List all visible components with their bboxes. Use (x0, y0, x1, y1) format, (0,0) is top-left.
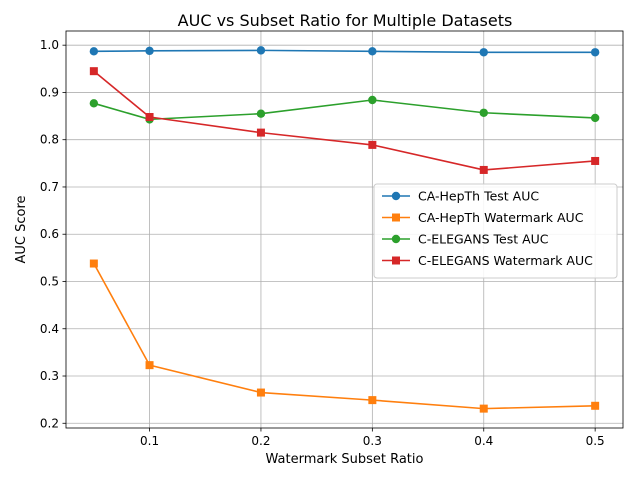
data-point (89, 99, 99, 108)
y-tick-label: 0.6 (40, 227, 59, 241)
data-point (256, 109, 266, 118)
data-point (145, 113, 154, 122)
legend: CA-HepTh Test AUC CA-HepTh Watermark AUC C… (373, 183, 618, 279)
data-point (145, 46, 154, 56)
y-tick-label: 0.7 (40, 180, 59, 194)
data-point (368, 140, 377, 149)
data-point (256, 46, 266, 55)
legend-marker (391, 191, 401, 201)
legend-marker (392, 213, 400, 222)
legend-item: C-ELEGANS Watermark AUC (382, 253, 593, 268)
series-line (93, 263, 596, 410)
data-point (368, 396, 377, 405)
series-line (93, 49, 596, 54)
data-point (479, 165, 488, 174)
y-tick-label: 0.5 (40, 274, 59, 288)
data-point (590, 113, 600, 123)
x-tick-label: 0.1 (140, 434, 159, 448)
y-axis-label: AUC Score (14, 195, 29, 263)
data-point (479, 48, 488, 57)
data-point (479, 404, 488, 413)
y-tick-label: 0.9 (40, 85, 59, 99)
series-1 (89, 46, 600, 57)
data-point (368, 95, 377, 105)
y-tick-label: 1.0 (40, 38, 59, 52)
x-tick-label: 0.5 (586, 434, 605, 448)
data-point (591, 156, 600, 165)
legend-marker (392, 256, 400, 265)
data-point (89, 67, 98, 76)
chart-title: AUC vs Subset Ratio for Multiple Dataset… (178, 11, 513, 30)
series-4 (89, 67, 600, 174)
data-point (591, 401, 600, 410)
data-point (256, 388, 265, 397)
data-point (479, 108, 488, 117)
legend-item: C-ELEGANS Test AUC (382, 232, 549, 247)
legend-label: CA-HepTh Test AUC (418, 189, 539, 204)
data-point (145, 361, 154, 370)
legend-label: CA-HepTh Watermark AUC (418, 210, 584, 225)
x-tick-label: 0.2 (251, 434, 270, 448)
y-tick-label: 0.3 (40, 369, 59, 383)
x-tick-label: 0.3 (363, 434, 382, 448)
legend-marker (391, 234, 401, 244)
legend-label: C-ELEGANS Watermark AUC (418, 253, 593, 268)
data-point (89, 47, 99, 56)
series-line (93, 70, 596, 171)
x-axis-label: Watermark Subset Ratio (266, 452, 424, 467)
data-point (368, 47, 377, 56)
data-point (590, 48, 600, 57)
legend-item: CA-HepTh Watermark AUC (382, 210, 584, 225)
y-tick-label: 0.2 (40, 416, 59, 430)
legend-box (373, 183, 618, 279)
data-point (256, 128, 265, 137)
series-3 (89, 95, 600, 124)
legend-label: C-ELEGANS Test AUC (418, 232, 549, 247)
x-tick-label: 0.4 (474, 434, 493, 448)
data-point (89, 259, 98, 268)
plot-area-frame (65, 30, 624, 429)
series-2 (89, 259, 600, 413)
y-tick-label: 0.8 (40, 133, 59, 147)
y-tick-label: 0.4 (40, 322, 59, 336)
series-layer (89, 46, 600, 413)
legend-item: CA-HepTh Test AUC (382, 189, 539, 204)
series-line (93, 99, 596, 121)
axis-ticks: 0.1 0.2 0.3 0.4 0.5 0.2 0.3 0.4 0.5 0.6 0.7 0.8 0.9 1… (40, 38, 605, 448)
